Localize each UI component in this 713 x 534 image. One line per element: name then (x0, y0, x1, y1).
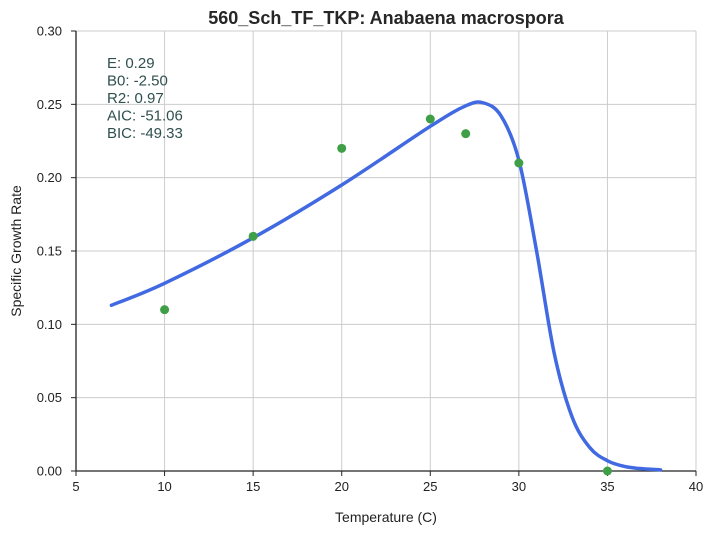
stats-line: B0: -2.50 (107, 73, 168, 90)
data-point (425, 114, 435, 124)
x-tick-label: 40 (689, 479, 703, 494)
grid (75, 30, 697, 472)
y-tick-label: 0.05 (37, 390, 62, 405)
y-tick-label: 0.25 (37, 97, 62, 112)
x-axis-label: Temperature (C) (335, 509, 437, 525)
x-tick-label: 35 (600, 479, 614, 494)
y-tick-label: 0.10 (37, 317, 62, 332)
x-tick-label: 15 (246, 479, 260, 494)
x-tick-label: 25 (423, 479, 437, 494)
data-point (160, 305, 170, 315)
y-tick-label: 0.15 (37, 244, 62, 259)
fit-curve (109, 100, 663, 472)
x-tick-labels: 5 10 15 20 25 30 35 40 (72, 479, 703, 494)
y-tick-label: 0.30 (37, 24, 62, 39)
x-tick-label: 10 (157, 479, 171, 494)
data-point (514, 158, 524, 168)
stats-line: E: 0.29 (107, 55, 155, 72)
stats-line: BIC: -49.33 (107, 125, 183, 142)
y-tick-label: 0.20 (37, 170, 62, 185)
series (109, 100, 663, 476)
data-point (337, 143, 347, 153)
y-axis-label: Specific Growth Rate (8, 185, 24, 317)
chart-title: 560_Sch_TF_TKP: Anabaena macrospora (208, 8, 564, 28)
data-point (248, 231, 258, 241)
stats-line: AIC: -51.06 (107, 108, 183, 125)
x-tick-label: 20 (334, 479, 348, 494)
y-tick-label: 0.00 (37, 464, 62, 479)
x-tick-label: 5 (72, 479, 79, 494)
x-tick-label: 30 (512, 479, 526, 494)
data-point (461, 129, 471, 139)
stats-line: R2: 0.97 (107, 90, 164, 107)
axes (71, 30, 697, 476)
y-tick-labels: 0.00 0.05 0.10 0.15 0.20 0.25 0.30 (37, 24, 62, 479)
data-point (602, 466, 612, 476)
